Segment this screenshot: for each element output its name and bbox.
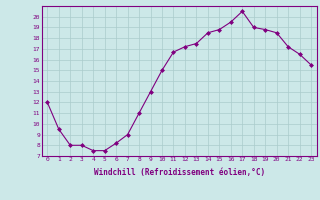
X-axis label: Windchill (Refroidissement éolien,°C): Windchill (Refroidissement éolien,°C): [94, 168, 265, 177]
